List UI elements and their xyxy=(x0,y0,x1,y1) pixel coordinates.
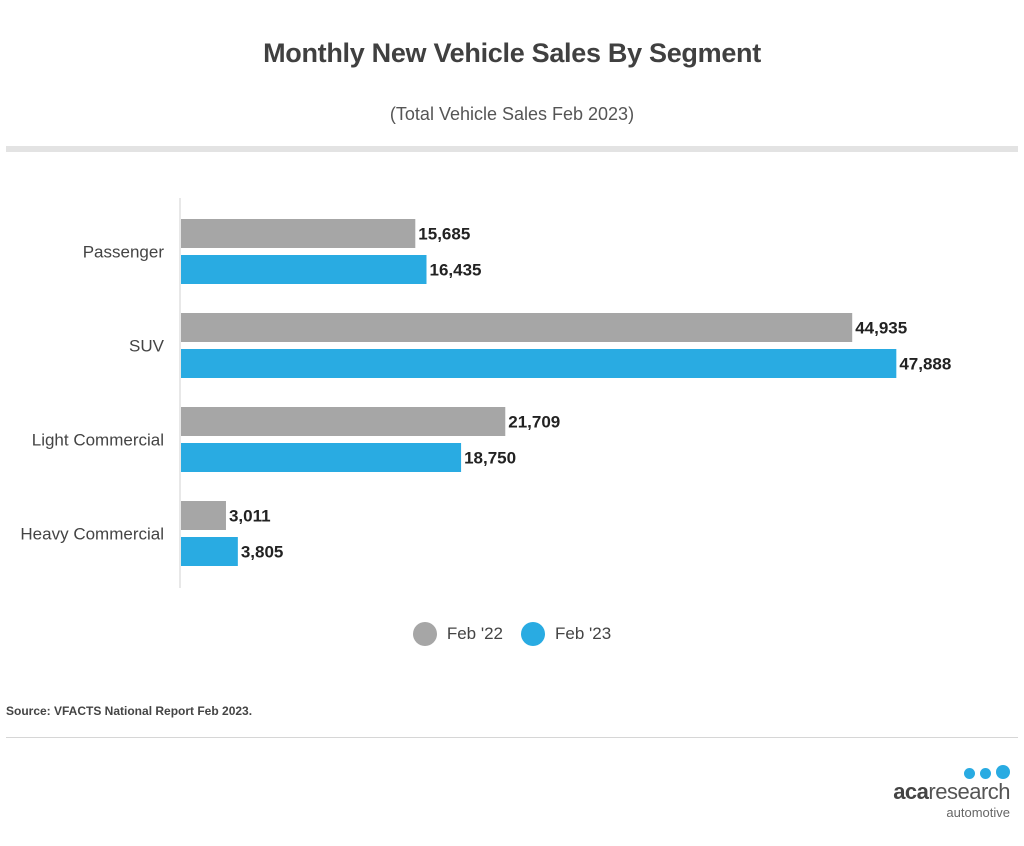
bar xyxy=(181,313,853,342)
brand-logo: acaresearch automotive xyxy=(893,765,1010,820)
source-note: Source: VFACTS National Report Feb 2023. xyxy=(6,704,253,718)
footer-divider xyxy=(6,737,1018,738)
legend-swatch-feb22 xyxy=(412,622,437,646)
legend-swatch-feb23 xyxy=(521,622,545,646)
data-label: 47,888 xyxy=(899,355,951,374)
logo-wordmark: acaresearch xyxy=(893,779,1010,804)
legend-label-feb22: Feb '22 xyxy=(446,624,503,643)
logo-dot xyxy=(996,765,1010,779)
legend-item-feb23: Feb '23 xyxy=(521,622,611,646)
category-label: Light Commercial xyxy=(32,431,164,450)
bar xyxy=(181,501,226,530)
bar xyxy=(181,407,506,436)
category-label: Passenger xyxy=(83,243,165,262)
category-label: SUV xyxy=(129,337,165,356)
legend-label-feb23: Feb '23 xyxy=(555,624,612,643)
data-label: 21,709 xyxy=(508,413,560,432)
bar xyxy=(181,255,427,284)
bar xyxy=(181,443,462,472)
legend-item-feb22: Feb '22 xyxy=(412,622,503,646)
header-divider xyxy=(6,146,1018,152)
logo-dot xyxy=(980,768,991,779)
data-label: 16,435 xyxy=(429,261,481,280)
logo-subtitle: automotive xyxy=(946,805,1010,820)
bar xyxy=(181,349,897,378)
chart-subtitle: (Total Vehicle Sales Feb 2023) xyxy=(389,104,635,124)
logo-dot xyxy=(964,768,975,779)
logo-dots xyxy=(893,765,1010,779)
data-label: 15,685 xyxy=(418,225,470,244)
bar xyxy=(181,219,416,248)
chart-title: Monthly New Vehicle Sales By Segment xyxy=(263,38,761,68)
bar xyxy=(181,537,238,566)
data-label: 3,011 xyxy=(229,507,271,526)
data-label: 44,935 xyxy=(855,319,907,338)
data-label: 18,750 xyxy=(464,449,516,468)
chart-legend: Feb '22 Feb '23 xyxy=(0,622,1024,646)
data-label: 3,805 xyxy=(241,543,284,562)
category-label: Heavy Commercial xyxy=(20,525,164,544)
bar-chart: Passenger 15,685 16,435 SUV 44,935 47,888 Ligh… xyxy=(20,198,951,588)
